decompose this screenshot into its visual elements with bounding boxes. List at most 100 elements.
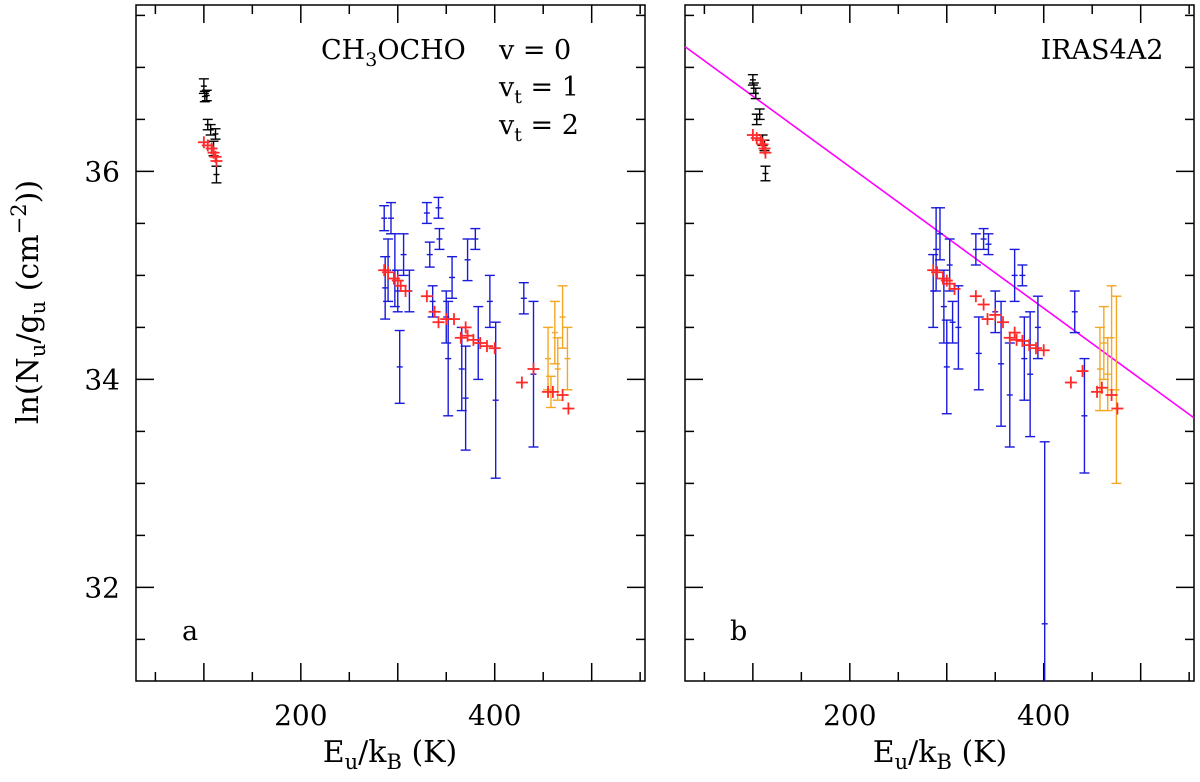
data-point	[1004, 342, 1015, 448]
data-point	[443, 300, 454, 417]
model-point	[1111, 402, 1124, 415]
model-point	[474, 337, 487, 349]
data-point	[210, 128, 221, 140]
model-point	[448, 313, 461, 326]
data-point	[462, 238, 473, 282]
data-point	[970, 233, 981, 266]
model-point	[1010, 333, 1023, 346]
data-point	[484, 274, 495, 329]
x-axis-label: Eu/kB (K)	[873, 735, 1008, 774]
data-point	[1079, 357, 1090, 474]
data-point	[562, 326, 573, 391]
data-point	[996, 300, 1007, 427]
model-point	[977, 298, 990, 311]
legend-vt2: vt = 2	[498, 110, 579, 146]
data-point	[1009, 248, 1020, 303]
data-point	[549, 300, 560, 365]
legend-v0: v = 0	[498, 35, 571, 66]
model-point	[459, 321, 472, 334]
model-point	[428, 305, 441, 318]
data-point	[754, 108, 765, 121]
axis-ticks	[136, 5, 645, 681]
data-point	[211, 165, 222, 184]
model-point	[1029, 342, 1042, 355]
model-point	[1095, 381, 1108, 394]
data-point	[760, 165, 771, 182]
data-point	[953, 285, 964, 370]
data-point	[447, 255, 458, 299]
y-tick-label: 32	[84, 571, 120, 604]
data-point	[201, 89, 212, 102]
data-point	[947, 300, 958, 344]
model-point	[997, 316, 1010, 329]
model-point	[391, 274, 404, 287]
model-point	[210, 155, 223, 167]
model-point	[931, 266, 944, 279]
plot-frame	[684, 4, 1195, 682]
data-point	[470, 227, 481, 251]
data-point	[394, 329, 405, 405]
model-point	[420, 290, 433, 303]
data-point	[941, 319, 952, 415]
x-tick-label: 400	[468, 699, 521, 732]
data-point	[398, 233, 409, 277]
data-point	[934, 207, 945, 261]
model-point	[948, 282, 961, 295]
model-point	[1037, 344, 1050, 357]
model-point	[1064, 376, 1077, 389]
data-point	[385, 201, 396, 235]
model-point	[488, 342, 501, 355]
source-label: IRAS4A2	[1041, 35, 1164, 66]
model-point	[480, 340, 493, 353]
model-point	[432, 316, 445, 329]
model-point	[382, 266, 395, 279]
data-point	[421, 201, 432, 225]
model-point	[1076, 365, 1089, 378]
data-point	[205, 123, 216, 136]
model-point	[1016, 334, 1029, 347]
data-point	[1017, 264, 1028, 287]
y-axis-label: ln(Nu/gu (cm−2))	[7, 180, 50, 424]
data-point	[460, 345, 471, 451]
model-point	[981, 313, 994, 326]
x-tick-label: 400	[1017, 699, 1070, 732]
data-point	[1069, 290, 1080, 334]
model-point	[515, 376, 528, 389]
x-tick-label: 200	[274, 699, 327, 732]
model-point	[759, 146, 772, 159]
model-point	[989, 308, 1002, 321]
model-point	[1105, 389, 1118, 401]
data-point	[1039, 441, 1050, 681]
data-point	[973, 316, 984, 391]
panel-letter: b	[730, 616, 747, 647]
legend-vt1: vt = 1	[498, 72, 579, 108]
data-marks	[746, 73, 1124, 681]
data-point	[983, 233, 994, 256]
data-point	[434, 227, 445, 251]
y-tick-label: 34	[84, 363, 120, 396]
model-point	[454, 331, 467, 344]
data-point	[1111, 295, 1122, 485]
data-point	[978, 227, 989, 251]
data-point	[379, 205, 390, 232]
panel-letter: a	[182, 616, 198, 647]
data-point	[518, 281, 529, 315]
data-point	[1025, 311, 1036, 438]
tick-labels: 200 400	[823, 699, 1070, 732]
model-point	[969, 290, 982, 303]
model-point	[1008, 326, 1021, 339]
model-point	[556, 389, 569, 401]
model-point	[1023, 339, 1036, 352]
tick-labels: 200 400 32 34 36	[84, 155, 521, 732]
data-point	[1019, 316, 1030, 401]
panel-a: 200 400 32 34 36 CH3OCHO v = 0 vt = 1 vt = 2…	[84, 4, 646, 774]
molecule-label: CH3OCHO	[321, 35, 466, 71]
panel-b: 200 400 IRAS4A2 b Eu/kB (K)	[684, 4, 1195, 774]
axis-ticks	[685, 5, 1194, 681]
data-point	[433, 196, 444, 219]
x-axis-label: Eu/kB (K)	[323, 735, 458, 774]
data-marks	[197, 78, 575, 479]
plot-frame	[135, 4, 646, 682]
data-point	[424, 241, 435, 268]
